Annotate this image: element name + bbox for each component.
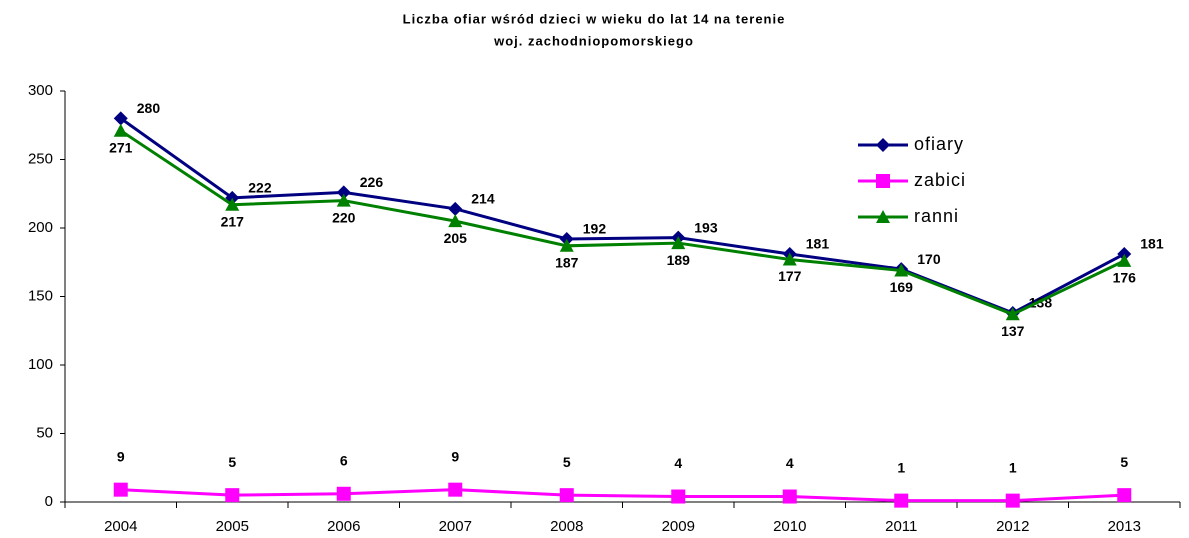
- x-tick-label: 2013: [1108, 518, 1141, 535]
- y-tick-label: 50: [36, 424, 53, 441]
- data-label: 5: [1120, 454, 1128, 470]
- data-label: 222: [248, 180, 272, 196]
- data-point: [113, 123, 128, 137]
- legend-marker: [876, 210, 890, 223]
- data-label: 4: [674, 455, 682, 471]
- x-tick-label: 2011: [885, 518, 917, 535]
- legend-label: ranni: [914, 206, 959, 226]
- data-point: [782, 489, 797, 504]
- data-label: 137: [1001, 323, 1025, 339]
- data-point: [448, 214, 463, 228]
- data-label: 5: [228, 454, 236, 470]
- data-point: [1117, 253, 1132, 267]
- data-label: 6: [340, 452, 348, 468]
- data-label: 181: [806, 236, 830, 252]
- data-label: 4: [786, 455, 794, 471]
- y-tick-label: 250: [28, 150, 53, 167]
- data-label: 170: [917, 251, 941, 267]
- y-tick-label: 100: [28, 356, 53, 373]
- data-point: [113, 482, 128, 497]
- data-label: 5: [563, 454, 571, 470]
- data-label: 205: [444, 230, 468, 246]
- data-label: 271: [109, 139, 133, 155]
- data-label: 9: [451, 448, 459, 464]
- data-point: [559, 488, 574, 503]
- legend-label: ofiary: [914, 134, 964, 154]
- data-point: [448, 201, 463, 216]
- legend-marker: [876, 174, 890, 188]
- data-label: 226: [360, 174, 384, 190]
- data-point: [225, 488, 240, 503]
- data-point: [671, 236, 686, 250]
- data-label: 220: [332, 209, 356, 225]
- data-label: 193: [694, 219, 718, 235]
- data-point: [671, 489, 686, 504]
- series-line: [119, 129, 1125, 316]
- data-label: 1: [897, 459, 905, 475]
- x-tick-label: 2012: [996, 518, 1029, 535]
- x-tick-label: 2006: [327, 518, 360, 535]
- x-tick-label: 2004: [104, 518, 137, 535]
- data-label: 214: [471, 191, 495, 207]
- data-point: [225, 197, 240, 211]
- chart-title: Liczba ofiar wśród dzieci w wieku do lat…: [403, 11, 786, 26]
- y-tick-label: 150: [28, 287, 53, 304]
- data-label: 189: [667, 252, 691, 268]
- data-point: [894, 493, 909, 508]
- data-label: 280: [137, 100, 161, 116]
- data-point: [448, 482, 463, 497]
- series-line: [120, 488, 1125, 503]
- data-point: [1117, 488, 1132, 503]
- data-label: 9: [117, 448, 125, 464]
- x-tick-label: 2008: [550, 518, 583, 535]
- data-point: [559, 238, 574, 252]
- data-point: [113, 111, 128, 126]
- data-label: 181: [1140, 236, 1164, 252]
- y-tick-label: 300: [28, 82, 53, 99]
- y-tick-label: 200: [28, 219, 53, 236]
- x-tick-label: 2010: [773, 518, 806, 535]
- data-point: [336, 185, 351, 200]
- data-label: 177: [778, 268, 802, 284]
- data-label: 176: [1113, 270, 1137, 286]
- x-tick-label: 2005: [216, 518, 249, 535]
- x-tick-label: 2007: [439, 518, 472, 535]
- data-label: 1: [1009, 459, 1017, 475]
- data-label: 217: [221, 213, 245, 229]
- data-label: 192: [583, 221, 607, 237]
- data-point: [336, 486, 351, 501]
- data-label: 169: [890, 279, 914, 295]
- legend-label: zabici: [914, 170, 966, 190]
- chart-title: woj. zachodniopomorskiego: [493, 33, 694, 48]
- data-point: [1005, 493, 1020, 508]
- data-point: [782, 252, 797, 266]
- series-line: [119, 117, 1125, 315]
- x-tick-label: 2009: [662, 518, 695, 535]
- data-point: [894, 263, 909, 277]
- y-tick-label: 0: [45, 493, 53, 510]
- legend-marker: [876, 138, 890, 152]
- data-point: [336, 193, 351, 207]
- data-label: 187: [555, 255, 579, 271]
- data-point: [1005, 307, 1020, 321]
